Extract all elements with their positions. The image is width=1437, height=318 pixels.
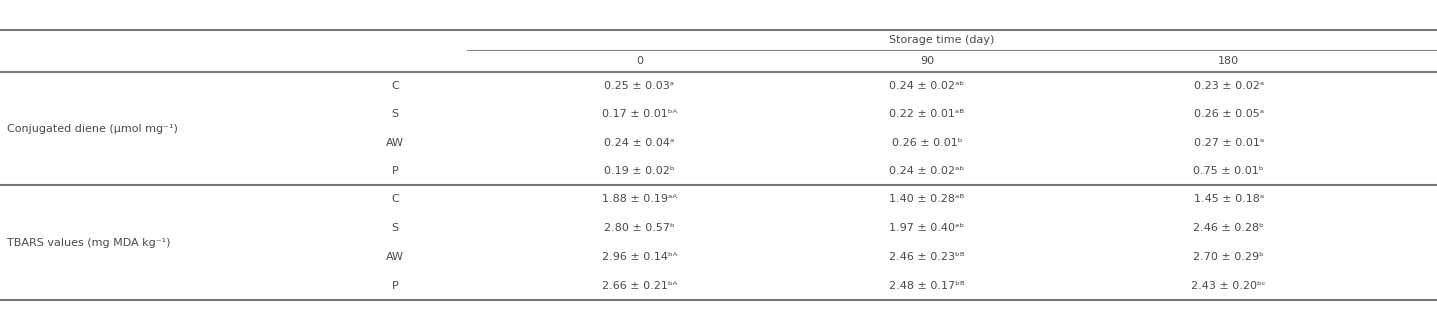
Text: 0.75 ± 0.01ᵇ: 0.75 ± 0.01ᵇ xyxy=(1193,166,1265,176)
Text: 2.46 ± 0.28ᵇ: 2.46 ± 0.28ᵇ xyxy=(1193,223,1265,233)
Text: P: P xyxy=(392,166,398,176)
Text: Conjugated diene (μmol mg⁻¹): Conjugated diene (μmol mg⁻¹) xyxy=(7,123,178,134)
Text: 0.26 ± 0.05ᵃ: 0.26 ± 0.05ᵃ xyxy=(1194,109,1263,119)
Text: 2.48 ± 0.17ᵇᴮ: 2.48 ± 0.17ᵇᴮ xyxy=(890,280,964,291)
Text: C: C xyxy=(391,81,399,91)
Text: 0.19 ± 0.02ᵇ: 0.19 ± 0.02ᵇ xyxy=(604,166,675,176)
Text: 0.24 ± 0.02ᵃᵇ: 0.24 ± 0.02ᵃᵇ xyxy=(890,81,964,91)
Text: TBARS values (mg MDA kg⁻¹): TBARS values (mg MDA kg⁻¹) xyxy=(7,238,171,247)
Text: 0.23 ± 0.02ᵃ: 0.23 ± 0.02ᵃ xyxy=(1194,81,1263,91)
Text: S: S xyxy=(392,109,398,119)
Text: 90: 90 xyxy=(920,56,934,66)
Text: 0.22 ± 0.01ᵃᴮ: 0.22 ± 0.01ᵃᴮ xyxy=(890,109,964,119)
Text: 0.25 ± 0.03ᵃ: 0.25 ± 0.03ᵃ xyxy=(605,81,674,91)
Text: 2.46 ± 0.23ᵇᴮ: 2.46 ± 0.23ᵇᴮ xyxy=(890,252,964,262)
Text: 2.66 ± 0.21ᵇᴬ: 2.66 ± 0.21ᵇᴬ xyxy=(602,280,677,291)
Text: 1.88 ± 0.19ᵃᴬ: 1.88 ± 0.19ᵃᴬ xyxy=(602,194,677,204)
Text: 1.40 ± 0.28ᵃᴮ: 1.40 ± 0.28ᵃᴮ xyxy=(890,194,964,204)
Text: 0.24 ± 0.02ᵃᵇ: 0.24 ± 0.02ᵃᵇ xyxy=(890,166,964,176)
Text: 2.96 ± 0.14ᵇᴬ: 2.96 ± 0.14ᵇᴬ xyxy=(602,252,677,262)
Text: Storage time (day): Storage time (day) xyxy=(888,35,994,45)
Text: AW: AW xyxy=(387,252,404,262)
Text: 2.70 ± 0.29ᵇ: 2.70 ± 0.29ᵇ xyxy=(1193,252,1265,262)
Text: S: S xyxy=(392,223,398,233)
Text: 0.27 ± 0.01ᵃ: 0.27 ± 0.01ᵃ xyxy=(1194,138,1263,148)
Text: 1.45 ± 0.18ᵃ: 1.45 ± 0.18ᵃ xyxy=(1194,194,1263,204)
Text: 180: 180 xyxy=(1219,56,1239,66)
Text: AW: AW xyxy=(387,138,404,148)
Text: 2.80 ± 0.57ᵇ: 2.80 ± 0.57ᵇ xyxy=(604,223,675,233)
Text: 0: 0 xyxy=(637,56,642,66)
Text: 0.17 ± 0.01ᵇᴬ: 0.17 ± 0.01ᵇᴬ xyxy=(602,109,677,119)
Text: 1.97 ± 0.40ᵃᵇ: 1.97 ± 0.40ᵃᵇ xyxy=(890,223,964,233)
Text: 0.26 ± 0.01ᵇ: 0.26 ± 0.01ᵇ xyxy=(891,138,963,148)
Text: 2.43 ± 0.20ᵇᶜ: 2.43 ± 0.20ᵇᶜ xyxy=(1191,280,1266,291)
Text: P: P xyxy=(392,280,398,291)
Text: 0.24 ± 0.04ᵃ: 0.24 ± 0.04ᵃ xyxy=(605,138,674,148)
Text: C: C xyxy=(391,194,399,204)
